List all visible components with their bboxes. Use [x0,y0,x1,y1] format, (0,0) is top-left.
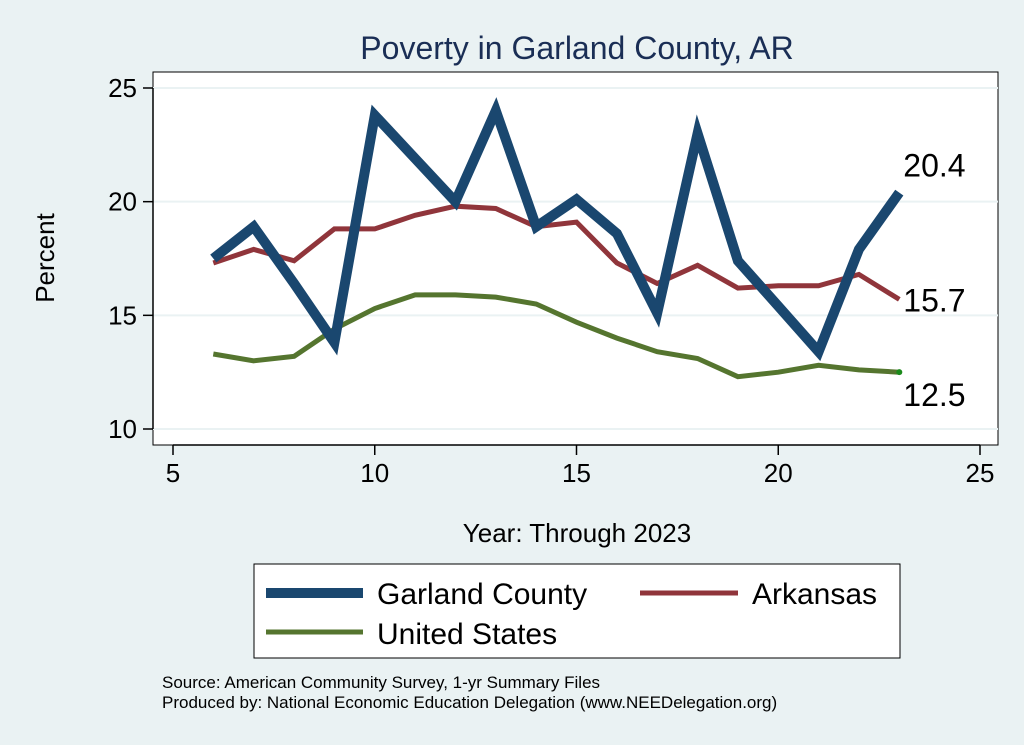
series-line-arkansas [212,203,901,302]
end-label-garland-county: 20.4 [903,148,965,184]
x-tick-label-5: 5 [166,458,180,488]
series-lines [210,97,904,380]
legend-label-united-states: United States [377,618,557,651]
chart-title: Poverty in Garland County, AR [360,30,793,66]
x-tick-label-20: 20 [764,458,793,488]
legend: Garland County Arkansas United States [253,563,901,659]
source-note: Source: American Community Survey, 1-yr … [162,673,600,692]
series-line-garland-county [210,97,904,362]
end-point-united-states [896,369,903,376]
x-axis-title: Year: Through 2023 [463,518,691,548]
y-tick-label-10: 10 [108,414,137,444]
axes: 10 15 20 25 5 10 15 20 25 [108,73,994,488]
y-tick-label-25: 25 [108,73,137,103]
producer-note: Produced by: National Economic Education… [162,693,777,712]
end-label-arkansas: 15.7 [903,282,965,318]
legend-label-garland-county: Garland County [377,578,587,611]
x-tick-label-25: 25 [966,458,995,488]
legend-label-arkansas: Arkansas [752,578,877,611]
legend-box [253,563,901,659]
end-label-united-states: 12.5 [903,377,965,413]
y-tick-label-20: 20 [108,187,137,217]
x-tick-label-10: 10 [360,458,389,488]
end-labels: 20.4 15.7 12.5 [903,148,965,414]
x-tick-label-15: 15 [562,458,591,488]
y-axis-title: Percent [30,212,60,302]
y-tick-label-15: 15 [108,300,137,330]
